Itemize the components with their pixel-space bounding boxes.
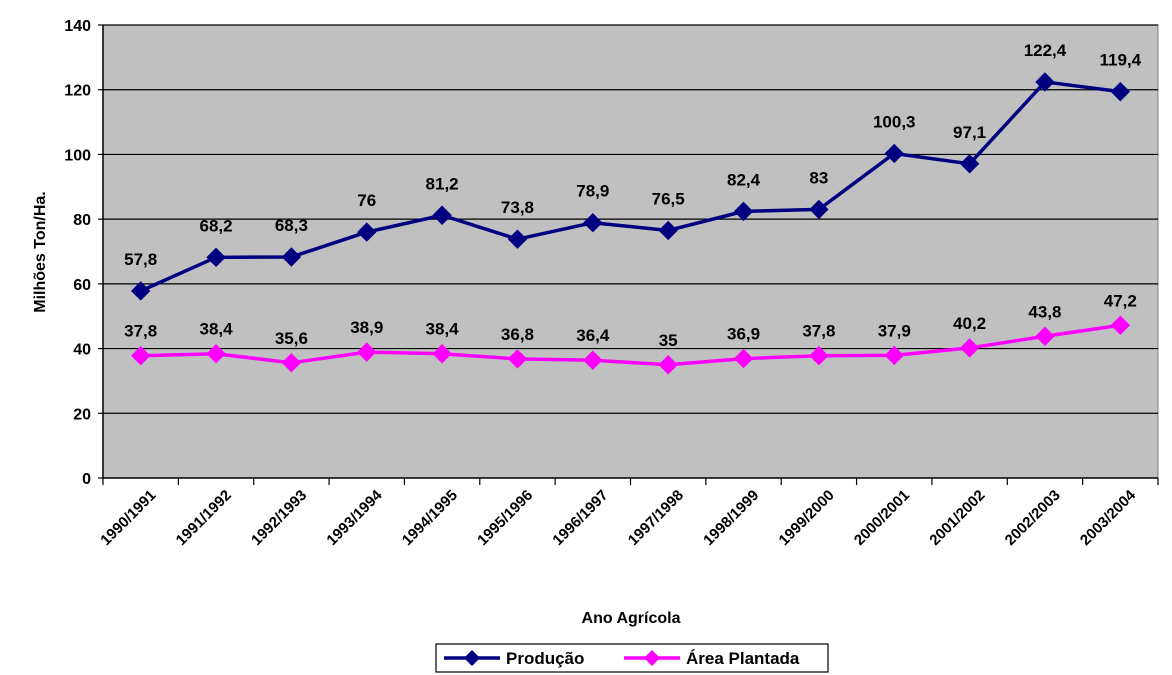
data-label: 36,9 [727,325,760,344]
data-label: 38,9 [350,318,383,337]
data-point [206,344,226,364]
data-label: 76,5 [652,189,685,208]
data-label: 119,4 [1100,51,1142,70]
data-label: 38,4 [426,320,460,339]
data-point [1110,315,1131,335]
data-label: 36,8 [501,325,534,344]
data-label: 100,3 [873,112,916,131]
data-point [809,345,829,366]
data-point [1110,81,1131,102]
data-point [884,143,904,164]
data-point [959,154,980,174]
data-point [733,201,754,222]
data-label: 57,8 [124,250,157,269]
data-point [432,344,452,364]
series-line-1 [140,323,1121,367]
x-tick-label: 1998/1999 [700,487,762,549]
data-point [809,199,829,220]
data-point [658,355,678,375]
data-point [507,349,528,369]
y-tick-label: 40 [73,342,91,359]
data-point [507,229,528,249]
data-label: 78,9 [576,182,609,201]
y-tick-label: 0 [82,471,91,488]
y-axis-ticks: 0 20 40 60 80 100 120 140 [64,18,103,488]
data-label: 37,8 [802,322,835,341]
legend-label: Produção [506,649,584,668]
y-tick-label: 80 [73,212,91,229]
x-tick-label: 1995/1996 [474,487,536,549]
data-label: 40,2 [953,314,986,333]
data-label: 76 [357,191,376,210]
x-tick-label: 2003/2004 [1077,486,1140,549]
x-tick-label: 1994/1995 [399,487,461,549]
data-point [1035,326,1055,346]
data-point [583,212,603,233]
data-label: 68,2 [199,216,232,235]
x-tick-label: 1990/1991 [97,487,159,549]
data-label: 35 [659,331,678,350]
data-label: 43,8 [1028,302,1061,321]
data-label: 37,9 [878,321,911,340]
y-tick-label: 120 [64,83,91,100]
x-tick-label: 2000/2001 [851,487,913,549]
data-point [357,342,377,362]
legend-marker [644,650,660,666]
x-tick-label: 1997/1998 [625,487,687,549]
x-tick-label: 2001/2002 [926,487,988,549]
data-point [432,205,452,225]
data-label: 35,6 [275,329,308,348]
plot-area [102,24,1159,479]
legend: Produção Área Plantada [435,643,829,673]
legend-marker [464,650,480,666]
data-point [130,281,151,301]
data-point [357,222,377,242]
data-label: 82,4 [727,170,761,189]
data-point [130,345,151,366]
data-point [281,247,302,267]
x-axis-title: Ano Agrícola [582,610,681,627]
legend-label: Área Plantada [686,649,800,668]
data-label: 47,2 [1104,291,1137,310]
data-label: 83 [809,168,828,187]
data-label: 73,8 [501,198,534,217]
data-label: 122,4 [1024,41,1067,60]
data-label: 97,1 [953,123,986,142]
data-labels: 57,8 68,2 68,3 76 81,2 73,8 78,9 76,5 82,4 83 100,… [124,41,1142,350]
data-point [1035,72,1055,92]
data-point [206,247,226,268]
data-label: 37,8 [124,322,157,341]
data-label: 38,4 [199,320,233,339]
y-tick-label: 60 [73,277,91,294]
data-point [959,338,980,358]
x-tick-label: 1991/1992 [173,487,235,549]
series-group [130,72,1131,375]
data-label: 36,4 [576,326,610,345]
y-tick-label: 100 [64,147,91,164]
x-tick-label: 1992/1993 [248,487,310,549]
data-label: 81,2 [426,174,459,193]
y-axis-title: Milhões Ton/Ha. [32,191,49,312]
x-tick-label: 1993/1994 [323,486,386,549]
x-tick-label: 1999/2000 [776,487,838,549]
data-point [281,353,302,373]
data-label: 68,3 [275,216,308,235]
data-point [733,348,754,369]
data-point [583,350,603,370]
data-point [658,220,678,241]
series-line-0 [139,80,1121,293]
x-tick-label: 1996/1997 [549,487,611,549]
data-point [884,345,904,366]
y-tick-label: 20 [73,406,91,423]
y-tick-label: 140 [64,18,91,35]
gridlines [103,24,1158,414]
x-axis-ticks: 1990/1991 1991/1992 1992/1993 1993/1994 1994… [97,478,1159,549]
x-tick-label: 2002/2003 [1002,487,1064,549]
